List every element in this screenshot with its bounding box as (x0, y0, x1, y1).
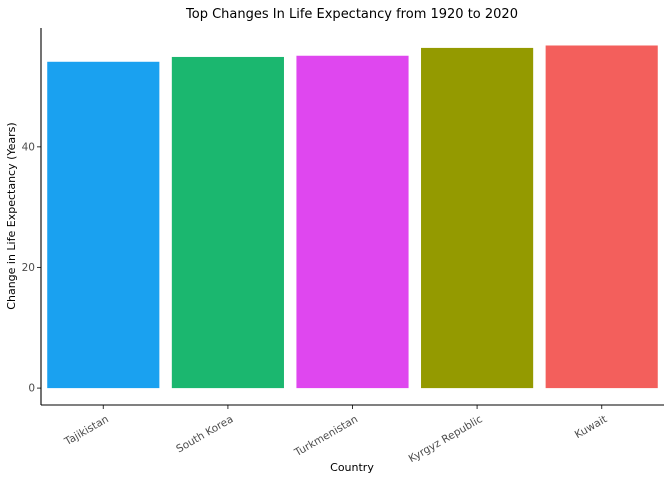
x-tick-label: Kuwait (573, 413, 609, 441)
bars-group (47, 45, 658, 389)
x-axis-title: Country (330, 461, 374, 474)
x-tick-label: Kyrgyz Republic (407, 413, 485, 465)
y-tick-label: 0 (28, 383, 35, 395)
y-tick-label: 20 (22, 262, 35, 274)
bar-kyrgyz-republic (421, 47, 534, 389)
y-axis-title: Change in Life Expectancy (Years) (5, 122, 18, 309)
x-tick-label: Tajikistan (62, 413, 111, 448)
x-axis-ticks: Tajikistan South Korea Turkmenistan Kyrgyz … (62, 405, 609, 465)
y-axis-ticks: 0 20 40 (22, 141, 41, 395)
x-tick-label: Turkmenistan (292, 413, 360, 459)
bar-kuwait (545, 45, 658, 389)
chart-title: Top Changes In Life Expectancy from 1920… (185, 7, 518, 22)
bar-turkmenistan (296, 55, 409, 389)
y-tick-label: 40 (22, 141, 35, 153)
x-tick-label: South Korea (174, 413, 235, 455)
bar-south-korea (171, 56, 284, 389)
bar-tajikistan (47, 61, 160, 389)
